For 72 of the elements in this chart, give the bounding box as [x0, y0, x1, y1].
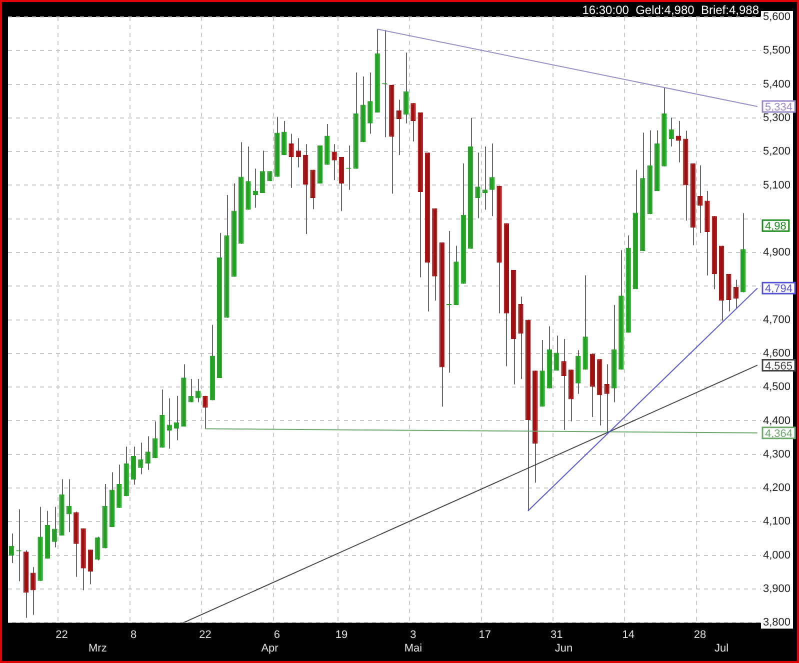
y-tick-label: 4,200	[763, 482, 791, 494]
candlestick	[130, 446, 136, 486]
candlestick	[288, 133, 294, 188]
candlestick	[482, 146, 488, 210]
data-label: 4,364	[765, 428, 793, 440]
x-tick-label: 28	[694, 629, 706, 642]
y-tick-label: 4,300	[763, 448, 791, 460]
x-tick-label: Apr	[261, 642, 279, 654]
x-tick-label: 22	[199, 629, 212, 642]
y-tick-label: 4,600	[763, 347, 791, 360]
candlestick	[152, 420, 158, 459]
data-label: 5,334	[765, 102, 793, 114]
candlestick	[475, 152, 480, 219]
candlestick	[403, 52, 409, 124]
y-tick-label: 4,500	[763, 381, 791, 394]
candlestick	[489, 143, 495, 217]
y-tick-label: 3,900	[763, 582, 791, 595]
candlestick	[604, 364, 610, 432]
y-tick-label: 4,400	[763, 414, 791, 427]
candlestick	[282, 120, 287, 156]
y-tick-label: 5,400	[763, 78, 791, 90]
candlestick	[145, 436, 150, 470]
candlestick	[668, 117, 674, 148]
y-tick-label: 5,100	[763, 179, 791, 192]
y-tick-label: 5,300	[763, 112, 791, 124]
y-tick-label: 4,700	[763, 314, 791, 326]
x-tick-label: 14	[622, 629, 634, 642]
y-tick-label: 3,800	[763, 616, 791, 629]
candlestick	[676, 120, 682, 163]
candlestick	[174, 395, 180, 441]
candlestick	[66, 478, 72, 533]
candlestick	[88, 549, 94, 585]
y-tick-label: 4,900	[763, 246, 791, 259]
x-tick-label: Jun	[554, 642, 573, 654]
candlestick	[332, 144, 337, 181]
data-label: 4,565	[765, 360, 793, 372]
candlestick	[95, 536, 100, 561]
candlestick	[368, 72, 373, 134]
x-tick-label: 3 Mai	[404, 629, 422, 654]
candlestick	[410, 102, 416, 142]
candlestick	[30, 566, 36, 616]
x-tick-label: Mrz	[88, 642, 107, 654]
candlestick	[561, 338, 566, 430]
data-label: 4,794	[765, 283, 793, 296]
x-tick-label: 8	[130, 629, 137, 642]
candlestick	[396, 99, 402, 156]
candlestick	[116, 464, 122, 508]
candlestick	[202, 395, 208, 430]
x-tick-label: 22	[56, 629, 68, 642]
y-tick-label: 5,600	[763, 11, 791, 24]
candlestick	[252, 168, 258, 208]
candlestick	[260, 150, 266, 194]
x-tick-label: 31	[550, 629, 563, 642]
x-tick-label: 17	[478, 629, 492, 642]
x-tick-label: 6	[274, 629, 280, 642]
x-tick-label: 19	[335, 629, 348, 642]
y-tick-label: 5,200	[763, 146, 791, 158]
y-tick-label: 4,000	[763, 549, 791, 562]
candlestick	[697, 164, 703, 234]
y-tick-label: 4,100	[763, 516, 791, 528]
candlestick	[554, 335, 560, 372]
candlestick	[9, 532, 14, 564]
y-tick-label: 5,500	[763, 44, 791, 57]
candlestick	[726, 274, 732, 312]
chart-subtitle: 16:30:00 Geld:4,980 Brief:4,988	[582, 3, 759, 17]
candlestick	[138, 442, 144, 475]
x-tick-label: Jul	[714, 642, 729, 654]
candlestick	[733, 279, 738, 309]
annotation: 4,98	[765, 220, 786, 233]
candlestick	[446, 230, 452, 374]
candlestick	[296, 138, 302, 168]
candlestick	[52, 506, 58, 548]
